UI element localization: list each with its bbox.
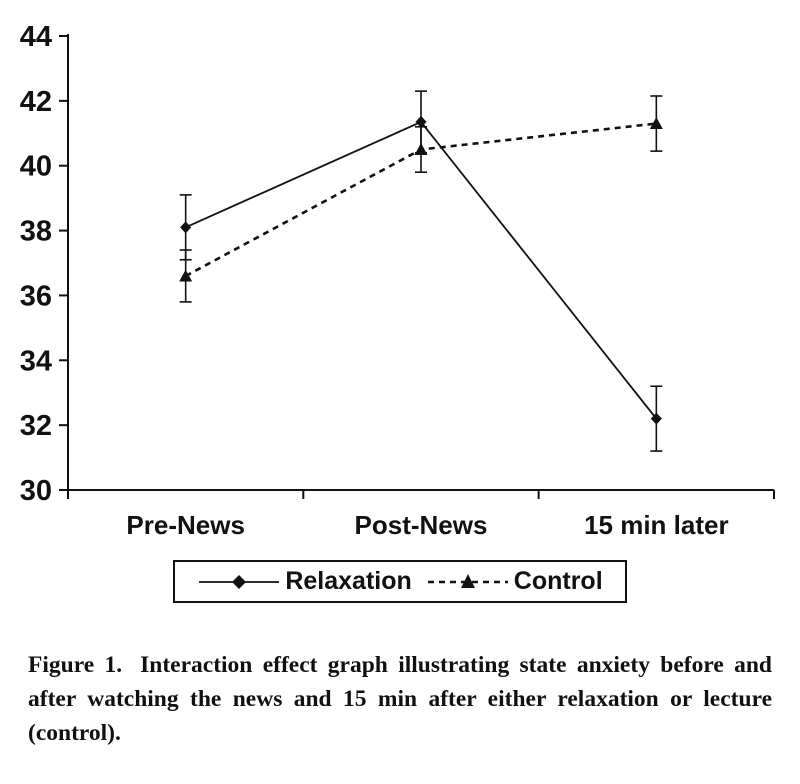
legend-box: Relaxation Control	[173, 560, 627, 603]
diamond-marker	[415, 115, 427, 128]
figure-1: 30 32 34 36 38 40 42 44 Pre-News Post-News 15 min …	[0, 21, 800, 750]
triangle-marker	[414, 143, 428, 155]
triangle-marker	[179, 269, 193, 282]
y-tick-label: 40	[20, 151, 52, 183]
x-category-label: Pre-News	[126, 510, 245, 540]
x-category-label: 15 min later	[584, 510, 729, 540]
y-tick-label: 38	[20, 216, 52, 248]
y-tick-label: 30	[20, 475, 52, 507]
figure-caption-text: Interaction effect graph illustrating st…	[28, 652, 773, 746]
legend-item-control: Control	[426, 567, 603, 596]
legend-label-control: Control	[513, 567, 603, 595]
state-anxiety-line-chart: 30 32 34 36 38 40 42 44 Pre-News Post-News 15 min …	[20, 21, 775, 540]
figure-caption-label: Figure 1.	[28, 652, 123, 678]
diamond-marker	[650, 412, 662, 425]
y-tick-label: 44	[20, 21, 52, 53]
y-tick-label: 42	[20, 86, 52, 118]
y-tick-label: 34	[20, 345, 52, 377]
legend-item-relaxation: Relaxation	[197, 567, 412, 596]
relaxation-line-diamond-icon	[199, 574, 280, 589]
y-tick-label: 32	[20, 410, 52, 442]
figure-caption: Figure 1. Interaction effect graph illust…	[28, 649, 772, 750]
control-dashed-triangle-icon	[427, 573, 508, 588]
triangle-marker	[649, 117, 663, 130]
x-category-label: Post-News	[355, 510, 488, 540]
diamond-marker	[180, 221, 192, 234]
y-tick-label: 36	[20, 280, 52, 312]
chart-legend: Relaxation Control	[0, 560, 800, 603]
legend-label-relaxation: Relaxation	[285, 567, 412, 595]
